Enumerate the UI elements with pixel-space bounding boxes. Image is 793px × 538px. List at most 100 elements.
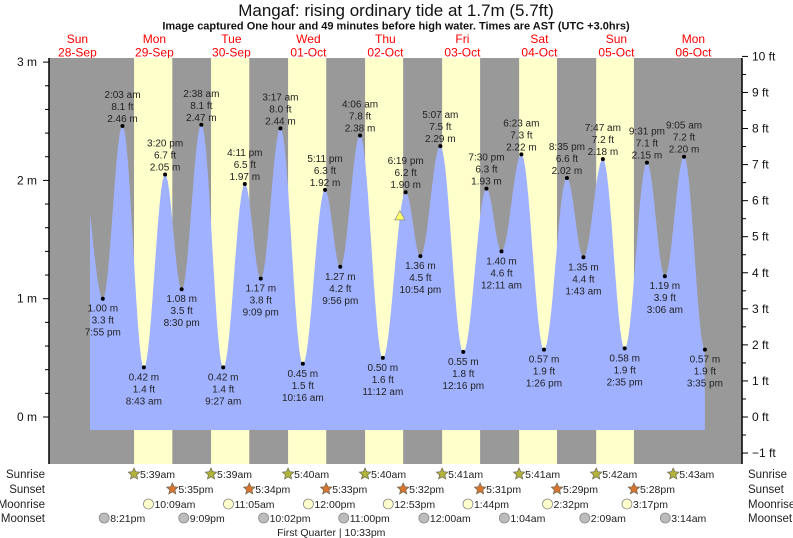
high-tide-point: 5:07 am7.5 ft2.29 m — [422, 110, 458, 149]
high-tide-point: 6:23 am7.3 ft2.22 m — [503, 118, 539, 157]
tide-label-time: 10:16 am — [282, 393, 324, 404]
low-tide-point: 1.17 m3.8 ft9:09 pm — [243, 276, 279, 319]
sunset-icon — [550, 482, 564, 495]
sunset-icon — [242, 482, 256, 495]
tide-label-ft: 7.3 ft — [510, 130, 532, 141]
low-tide-point: 1.27 m4.2 ft9:56 pm — [322, 264, 358, 307]
tide-label-time: 2:35 pm — [607, 377, 643, 388]
sunrise-icon — [666, 467, 680, 480]
moonrise-icon — [382, 498, 394, 510]
tide-label-time: 3:20 pm — [147, 138, 183, 149]
tide-label-m: 1.08 m — [166, 294, 197, 305]
moonrise-event: 2:32pm — [542, 498, 589, 511]
high-tide-point: 3:17 am8.0 ft2.44 m — [262, 92, 299, 131]
tide-label-ft: 6.3 ft — [314, 166, 336, 177]
moonrise-time: 1:44pm — [474, 499, 509, 511]
day-date: 05-Oct — [598, 46, 635, 60]
moonset-event: 1:04am — [498, 512, 546, 525]
tide-label-m: 1.97 m — [230, 172, 261, 183]
sunrise-event: 5:41am — [512, 467, 560, 481]
tide-label-time: 9:09 pm — [243, 308, 279, 319]
tide-dot — [163, 172, 168, 177]
sunset-event: 5:35pm — [165, 482, 214, 496]
sunrise-icon — [127, 467, 141, 480]
moonset-event: 10:02pm — [258, 512, 311, 525]
tide-label-ft: 3.5 ft — [171, 306, 193, 317]
moonrise-event: 12:53pm — [382, 498, 435, 511]
moonset-time: 1:04am — [510, 513, 545, 525]
moonset-event: 9:09pm — [178, 512, 225, 525]
moonset-time: 8:21pm — [110, 513, 145, 525]
high-tide-point: 4:06 am7.8 ft2.38 m — [342, 99, 378, 138]
tide-label-ft: 1.6 ft — [372, 375, 394, 386]
moonrise-icon — [302, 498, 314, 510]
day-name: Wed — [296, 32, 320, 46]
day-date: 29-Sep — [135, 46, 174, 60]
sunset-icon — [627, 482, 641, 495]
sunrise-time: 5:41am — [525, 469, 560, 481]
tide-label-ft: 1.9 ft — [533, 367, 555, 378]
tide-label-time: 1:26 pm — [526, 379, 562, 390]
tide-label-time: 3:35 pm — [687, 379, 723, 390]
day-date: 06-Oct — [675, 46, 712, 60]
tide-label-ft: 1.5 ft — [292, 381, 314, 392]
tide-label-ft: 3.3 ft — [92, 316, 114, 327]
tide-dot — [380, 355, 385, 360]
moon-phase-label: First Quarter | 10:33pm — [277, 527, 386, 538]
day-labels: Sun28-SepMon29-SepTue30-SepWed01-OctThu0… — [58, 32, 712, 60]
moonrise-event: 1:44pm — [462, 498, 509, 511]
sunrise-icon — [435, 467, 449, 480]
tide-dot — [622, 346, 627, 351]
tide-label-ft: 6.2 ft — [395, 168, 417, 179]
right-tick-label: 5 ft — [752, 230, 769, 244]
tide-label-ft: 7.2 ft — [673, 133, 695, 144]
moonrise-row-label-right: Moonrise — [748, 499, 793, 511]
tide-label-time: 9:56 pm — [322, 296, 358, 307]
moonset-time: 3:14am — [671, 513, 706, 525]
tide-label-m: 1.27 m — [325, 272, 356, 283]
sunrise-event: 5:41am — [435, 467, 483, 481]
moonset-icon — [258, 512, 269, 524]
tide-label-m: 1.17 m — [245, 284, 276, 295]
tide-dot — [221, 365, 226, 370]
sunset-event: 5:28pm — [627, 482, 675, 496]
tide-dot — [438, 144, 443, 149]
tide-dot — [682, 154, 687, 159]
tide-dot — [199, 122, 204, 127]
day-name: Tue — [221, 32, 242, 46]
tide-dot — [418, 254, 423, 259]
tide-label-time: 8:43 am — [126, 396, 162, 407]
low-tide-point: 1.35 m4.4 ft1:43 am — [565, 255, 601, 297]
tide-label-m: 2.44 m — [265, 116, 296, 127]
sunset-time: 5:33pm — [332, 484, 367, 496]
tide-label-time: 5:07 am — [422, 110, 458, 121]
day-name: Mon — [143, 32, 166, 46]
tide-dot — [461, 349, 466, 354]
tide-label-ft: 3.9 ft — [654, 293, 676, 304]
low-tide-point: 0.42 m1.4 ft8:43 am — [126, 365, 162, 407]
day-name: Sun — [606, 32, 627, 46]
tide-label-time: 9:05 am — [666, 121, 702, 132]
moonrise-event: 3:17pm — [621, 498, 668, 511]
tide-dot — [702, 347, 707, 352]
moonrise-icon — [143, 498, 154, 510]
sunset-icon — [473, 482, 487, 495]
tide-label-time: 11:12 am — [362, 387, 403, 398]
day-date: 04-Oct — [521, 46, 558, 60]
moonset-time: 10:02pm — [270, 513, 311, 525]
tide-dot — [564, 176, 569, 181]
tide-label-ft: 4.2 ft — [329, 284, 351, 295]
tide-label-ft: 4.4 ft — [572, 274, 594, 285]
moonset-event: 12:00am — [418, 512, 471, 525]
day-date: 28-Sep — [58, 46, 97, 60]
sunset-event: 5:31pm — [473, 482, 521, 496]
moonrise-time: 3:17pm — [633, 499, 668, 511]
tide-label-m: 2.18 m — [588, 147, 619, 158]
low-tide-point: 1.00 m3.3 ft7:55 pm — [85, 296, 121, 339]
chart-subtitle: Image captured One hour and 49 minutes b… — [162, 21, 630, 33]
sunset-icon — [396, 482, 410, 495]
moonrise-icon — [462, 498, 474, 510]
tide-label-time: 3:17 am — [262, 92, 298, 103]
